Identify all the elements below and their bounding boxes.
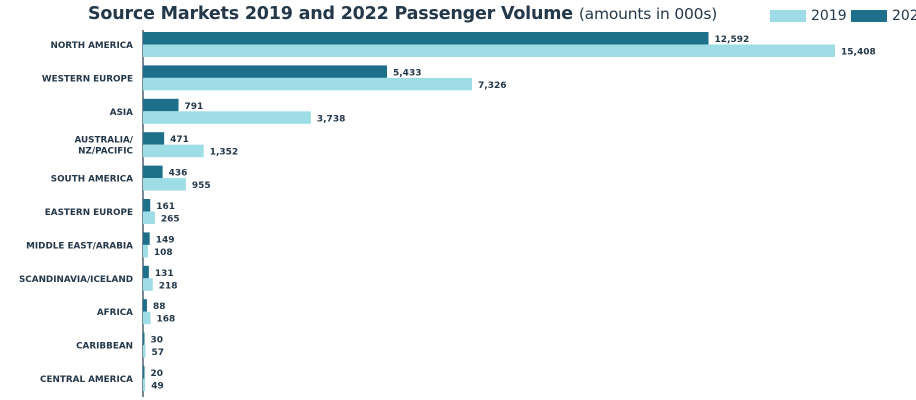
data-label-2022-10: 20: [151, 369, 164, 379]
data-label-2019-2: 3,738: [317, 114, 345, 124]
data-label-2022-6: 149: [156, 235, 175, 245]
data-label-2022-8: 88: [153, 302, 166, 312]
bar-2019-10: [143, 378, 146, 391]
data-label-2019-6: 108: [154, 248, 173, 258]
category-label-5: EASTERN EUROPE: [45, 208, 133, 218]
data-label-2022-0: 12,592: [715, 35, 750, 45]
bar-2022-7: [143, 265, 149, 279]
legend-swatch-2019: [770, 10, 806, 22]
data-label-2022-4: 436: [169, 169, 188, 179]
category-label-10: CENTRAL AMERICA: [40, 375, 133, 385]
category-label-2: ASIA: [110, 108, 133, 118]
bar-2019-7: [143, 278, 153, 291]
bar-2019-2: [143, 111, 311, 124]
data-label-2022-7: 131: [155, 269, 174, 279]
category-label-4: SOUTH AMERICA: [51, 175, 133, 185]
bar-2022-9: [143, 332, 145, 346]
data-label-2022-5: 161: [156, 202, 175, 212]
chart-title-block: Source Markets 2019 and 2022 Passenger V…: [88, 4, 717, 24]
bar-2022-10: [143, 366, 145, 379]
bar-2022-3: [143, 132, 165, 145]
data-label-2022-3: 471: [170, 135, 189, 145]
bar-2019-4: [143, 178, 186, 191]
bar-2022-0: [143, 32, 709, 45]
data-label-2019-8: 168: [157, 315, 176, 325]
data-label-2019-10: 49: [151, 382, 164, 392]
legend-item-2022: 2022: [851, 8, 916, 24]
chart-subtitle: (amounts in 000s): [578, 5, 718, 23]
data-label-2019-7: 218: [159, 281, 178, 291]
bar-2019-6: [143, 244, 148, 258]
category-label-0: NORTH AMERICA: [50, 41, 133, 51]
data-label-2019-1: 7,326: [478, 81, 506, 91]
data-label-2019-9: 57: [152, 348, 165, 358]
bar-2019-0: [143, 44, 835, 57]
bar-2022-2: [143, 98, 179, 112]
data-label-2019-0: 15,408: [841, 48, 876, 58]
data-label-2022-9: 30: [151, 336, 164, 346]
legend-label-2019: 2019: [811, 8, 847, 24]
bar-2022-5: [143, 199, 151, 212]
bar-2019-8: [143, 311, 151, 325]
bar-2019-5: [143, 211, 155, 224]
bar-2022-8: [143, 299, 147, 312]
data-label-2019-5: 265: [161, 215, 180, 225]
legend-item-2019: 2019: [770, 8, 847, 24]
category-label-7: SCANDINAVIA/ICELAND: [19, 275, 133, 285]
data-label-2022-2: 791: [185, 102, 204, 112]
category-label-6: MIDDLE EAST/ARABIA: [26, 241, 133, 251]
category-label-8: AFRICA: [97, 308, 133, 318]
data-label-2019-3: 1,352: [210, 148, 238, 158]
chart-title: Source Markets 2019 and 2022 Passenger V…: [88, 4, 573, 24]
bar-2019-9: [143, 345, 146, 358]
bar-2022-1: [143, 65, 388, 78]
category-label-3: AUSTRALIA/NZ/PACIFIC: [75, 136, 134, 157]
legend-label-2022: 2022: [892, 8, 916, 24]
bar-2019-3: [143, 144, 204, 158]
category-label-1: WESTERN EUROPE: [42, 74, 133, 84]
category-label-9: CARIBBEAN: [76, 342, 133, 352]
data-label-2019-4: 955: [192, 181, 211, 191]
bar-2022-4: [143, 165, 163, 179]
bar-2019-1: [143, 77, 473, 91]
bar-2022-6: [143, 232, 150, 245]
data-label-2022-1: 5,433: [393, 68, 421, 78]
legend-swatch-2022: [851, 10, 887, 22]
